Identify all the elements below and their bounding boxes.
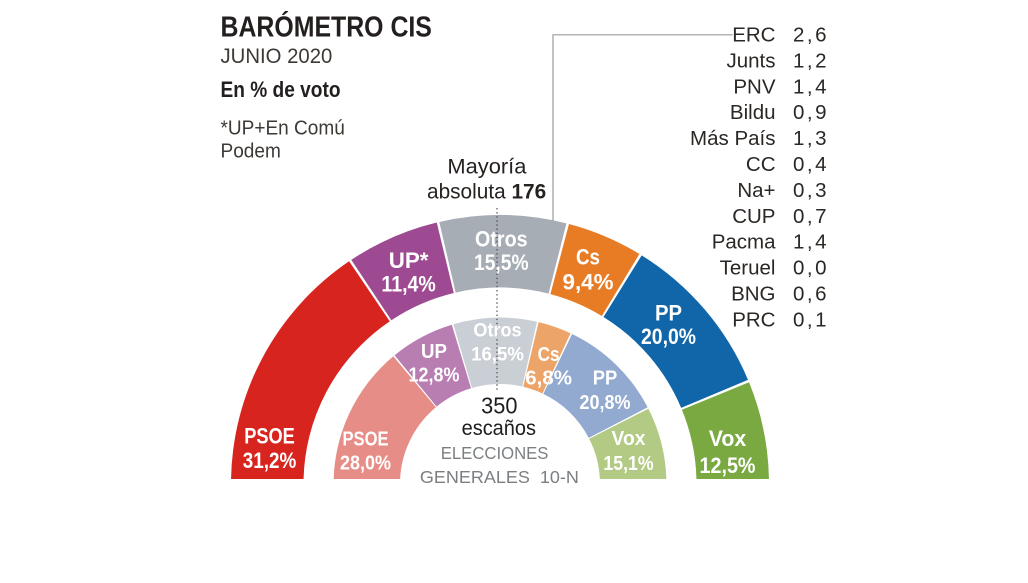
svg-text:0,3: 0,3 [793,179,829,202]
svg-text:Vox: Vox [709,426,747,451]
svg-text:Podem: Podem [221,139,281,162]
svg-text:16,5%: 16,5% [471,344,524,366]
svg-text:0,9: 0,9 [793,101,829,124]
svg-text:Teruel: Teruel [720,257,776,280]
svg-text:Más País: Más País [690,127,775,150]
svg-text:0,7: 0,7 [793,205,829,228]
svg-text:BARÓMETRO CIS: BARÓMETRO CIS [221,10,432,44]
svg-text:CUP: CUP [732,205,775,228]
svg-text:12,8%: 12,8% [409,365,460,387]
svg-text:CC: CC [746,153,776,176]
svg-text:Vox: Vox [612,428,646,450]
svg-text:0,0: 0,0 [793,257,829,280]
svg-text:PP: PP [593,367,618,389]
svg-text:20,0%: 20,0% [641,324,696,349]
svg-text:1,2: 1,2 [793,49,829,72]
svg-text:GENERALES 10-N: GENERALES 10-N [420,467,579,487]
svg-text:BNG: BNG [731,283,775,306]
svg-text:15,1%: 15,1% [603,453,653,475]
svg-text:1,4: 1,4 [793,231,829,254]
svg-text:15,5%: 15,5% [474,250,529,275]
svg-text:PP: PP [655,301,682,326]
svg-text:PSOE: PSOE [244,424,295,449]
svg-text:2,6: 2,6 [793,24,829,47]
svg-text:Bildu: Bildu [730,101,776,124]
svg-text:Otros: Otros [473,320,521,342]
svg-text:PSOE: PSOE [343,428,389,450]
svg-text:Pacma: Pacma [712,231,776,254]
svg-text:9,4%: 9,4% [563,269,614,294]
svg-text:Cs: Cs [538,344,560,366]
svg-text:ERC: ERC [732,24,775,47]
svg-text:escaños: escaños [462,417,536,440]
svg-text:11,4%: 11,4% [381,272,435,297]
svg-text:0,6: 0,6 [793,283,829,306]
svg-text:JUNIO 2020: JUNIO 2020 [221,45,333,68]
svg-text:Mayoría: Mayoría [447,156,526,179]
svg-text:PRC: PRC [732,308,775,331]
svg-text:*UP+En Comú: *UP+En Comú [221,117,345,140]
svg-text:Otros: Otros [475,226,528,251]
svg-text:PNV: PNV [733,75,775,98]
svg-text:ELECCIONES: ELECCIONES [441,443,549,463]
svg-text:0,1: 0,1 [793,308,829,331]
svg-text:1,4: 1,4 [793,75,829,98]
svg-text:20,8%: 20,8% [580,392,631,414]
svg-text:En % de voto: En % de voto [221,77,341,102]
svg-text:Cs: Cs [576,245,600,270]
svg-text:absoluta 176: absoluta 176 [427,181,546,204]
svg-text:Na+: Na+ [737,179,775,202]
svg-text:28,0%: 28,0% [340,452,391,474]
svg-text:Junts: Junts [727,49,776,72]
svg-text:6,8%: 6,8% [525,367,572,389]
svg-text:12,5%: 12,5% [700,453,756,478]
svg-text:0,4: 0,4 [793,153,829,176]
svg-text:UP: UP [421,341,447,363]
svg-text:350: 350 [481,393,517,419]
svg-text:1,3: 1,3 [793,127,829,150]
svg-text:UP*: UP* [389,248,429,273]
svg-text:31,2%: 31,2% [243,448,297,473]
